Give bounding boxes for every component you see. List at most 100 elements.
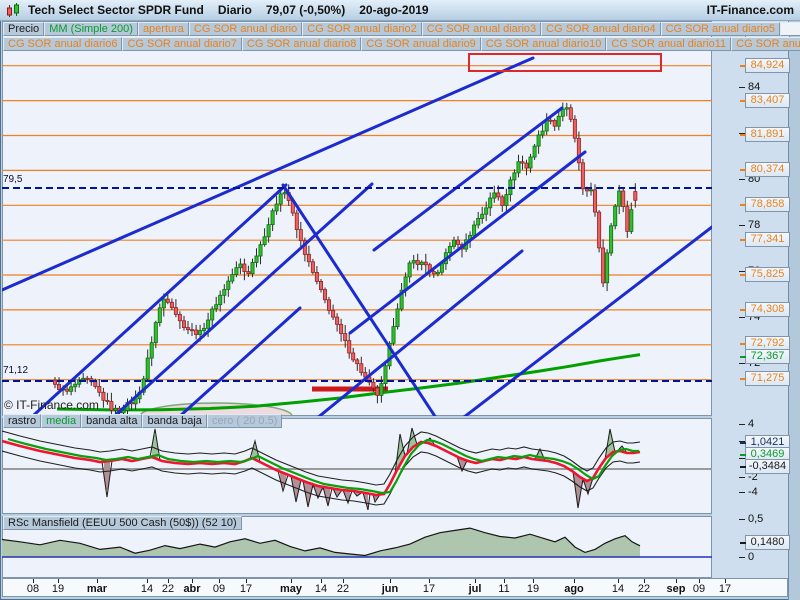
legend-chip[interactable]: media bbox=[41, 414, 82, 428]
axis-tick bbox=[739, 458, 745, 459]
time-tick bbox=[676, 579, 677, 583]
legend-chip[interactable]: CG SOR anual diario11 bbox=[606, 37, 732, 51]
legend-chip[interactable]: apertura bbox=[137, 22, 189, 36]
drawn-level-label: 79,5 bbox=[3, 174, 23, 185]
brand-label: IT-Finance.com bbox=[706, 3, 794, 17]
time-tick bbox=[291, 579, 292, 583]
axis-tick-label: 84 bbox=[748, 81, 761, 93]
rastro-chart-canvas[interactable] bbox=[2, 418, 712, 514]
time-tick-label: 22 bbox=[161, 583, 175, 595]
time-tick bbox=[504, 579, 505, 583]
mansfield-legend-row: RSc Mansfield (EEUU 500 Cash (50$)) (52 … bbox=[3, 516, 242, 530]
legend-chip[interactable]: CG SOR anual diario5 bbox=[660, 22, 781, 36]
trendlines bbox=[2, 56, 712, 416]
legend-chip[interactable]: CG SOR anual diario4 bbox=[541, 22, 661, 36]
time-tick-label: 19 bbox=[526, 583, 540, 595]
legend-chip[interactable]: CG SOR anual diario6 bbox=[3, 37, 123, 51]
axis-tick bbox=[739, 87, 745, 88]
legend-chip[interactable]: CG SOR anual diario9 bbox=[361, 37, 481, 51]
time-tick bbox=[33, 579, 34, 583]
time-tick-label: abr bbox=[183, 583, 201, 595]
axis-value-box: 0,3469 bbox=[740, 447, 790, 462]
rastro-fill-positive bbox=[408, 428, 416, 453]
axis-tick-label: -2 bbox=[748, 471, 758, 483]
time-tick-label: 14 bbox=[140, 583, 154, 595]
time-tick bbox=[725, 579, 726, 583]
media-line bbox=[7, 437, 639, 495]
legend-chip[interactable]: CG SOR anual diario3 bbox=[421, 22, 542, 36]
banda-baja-line bbox=[2, 450, 641, 506]
axis-tick-label: 0,5 bbox=[748, 513, 764, 525]
time-tick bbox=[533, 579, 534, 583]
rastro-legend-row: rastro media banda alta banda baja cero ( 20… bbox=[3, 414, 283, 428]
price-legend-row-1: Precio MM (Simple 200) apertura CG SOR anua… bbox=[3, 22, 800, 36]
legend-chip-blank[interactable] bbox=[780, 22, 800, 36]
time-tick-label: 09 bbox=[212, 583, 226, 595]
time-tick bbox=[321, 579, 322, 583]
time-tick-label: 19 bbox=[51, 583, 65, 595]
candlestick-logo-icon bbox=[6, 2, 21, 18]
time-tick bbox=[699, 579, 700, 583]
time-axis[interactable]: 08 19 mar 14 22 abr 09 17 may 14 22 jun 17 jul 11 19 ago… bbox=[2, 578, 788, 597]
rastro-fill-negative bbox=[344, 490, 350, 503]
time-tick-label: 17 bbox=[239, 583, 253, 595]
price-axis-column[interactable] bbox=[712, 21, 788, 578]
legend-chip[interactable]: MM (Simple 200) bbox=[44, 22, 138, 36]
time-tick-label: ago bbox=[564, 583, 584, 595]
axis-value-box: 84,924 bbox=[740, 58, 790, 73]
axis-value-box: 75,825 bbox=[740, 267, 790, 282]
time-tick bbox=[168, 579, 169, 583]
axis-tick bbox=[739, 225, 745, 226]
time-tick bbox=[390, 579, 391, 583]
time-tick bbox=[574, 579, 575, 583]
axis-value-box: 81,891 bbox=[740, 127, 790, 142]
time-tick bbox=[343, 579, 344, 583]
time-tick bbox=[644, 579, 645, 583]
time-tick-label: may bbox=[279, 583, 303, 595]
time-tick bbox=[475, 579, 476, 583]
candles bbox=[53, 102, 638, 416]
legend-chip[interactable]: CG SOR anual diario2 bbox=[302, 22, 422, 36]
time-tick-label: 14 bbox=[611, 583, 625, 595]
time-tick bbox=[219, 579, 220, 583]
legend-chip[interactable]: banda baja bbox=[142, 414, 207, 428]
dashed-level-lines bbox=[2, 187, 712, 382]
time-tick-label: sep bbox=[666, 583, 686, 595]
axis-value-box: 77,341 bbox=[740, 232, 790, 247]
legend-chip[interactable]: RSc Mansfield (EEUU 500 Cash (50$)) (52 … bbox=[3, 516, 242, 530]
legend-chip[interactable]: CG SOR anual diario bbox=[188, 22, 303, 36]
legend-chip[interactable]: CG SOR anual diario10 bbox=[480, 37, 607, 51]
time-tick-label: jun bbox=[381, 583, 399, 595]
axis-tick-label: 78 bbox=[748, 219, 761, 231]
time-tick-label: 17 bbox=[718, 583, 732, 595]
time-tick bbox=[97, 579, 98, 583]
time-tick-label: 17 bbox=[422, 583, 436, 595]
legend-chip[interactable]: CG SOR anual bbox=[731, 37, 800, 51]
timeframe-label: Diario bbox=[217, 3, 252, 17]
signal-red-line bbox=[2, 439, 641, 497]
price-legend-row-2: CG SOR anual diario6 CG SOR anual diario7… bbox=[3, 37, 800, 51]
legend-chip[interactable]: rastro bbox=[3, 414, 42, 428]
axis-tick bbox=[739, 424, 745, 425]
legend-chip[interactable]: banda alta bbox=[81, 414, 143, 428]
axis-tick bbox=[739, 477, 745, 478]
axis-value-box: 80,374 bbox=[740, 162, 790, 177]
axis-tick bbox=[739, 133, 745, 134]
mansfield-chart-canvas[interactable] bbox=[2, 516, 712, 578]
legend-chip[interactable]: CG SOR anual diario7 bbox=[122, 37, 242, 51]
rastro-fill-negative bbox=[292, 476, 300, 502]
red-rectangle-annotation bbox=[468, 53, 662, 72]
time-tick-label: 22 bbox=[637, 583, 651, 595]
axis-value-box: 0,1480 bbox=[740, 535, 790, 550]
axis-tick bbox=[739, 441, 745, 442]
legend-chip[interactable]: cero ( 20 0.5) bbox=[206, 414, 283, 428]
axis-tick bbox=[739, 557, 745, 558]
legend-chip[interactable]: Precio bbox=[3, 22, 45, 36]
axis-tick bbox=[739, 363, 745, 364]
axis-tick bbox=[739, 492, 745, 493]
banda-alta-line bbox=[2, 430, 641, 486]
axis-tick bbox=[739, 317, 745, 318]
price-chart-canvas[interactable] bbox=[2, 21, 712, 416]
legend-chip[interactable]: CG SOR anual diario8 bbox=[241, 37, 362, 51]
